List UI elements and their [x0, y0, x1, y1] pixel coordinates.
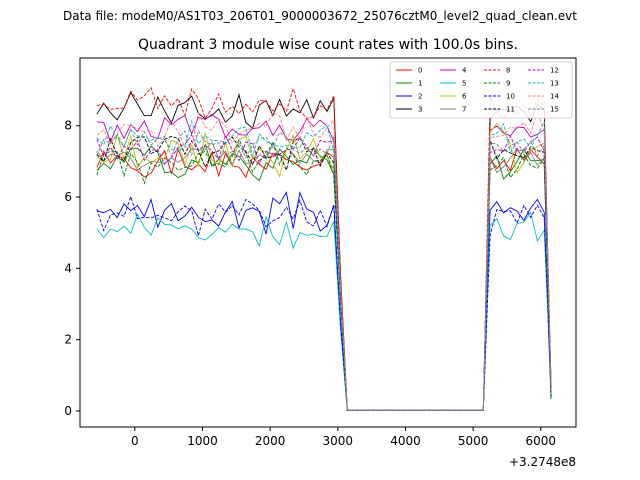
x-tick-label: 5000 [458, 434, 489, 448]
series-line-9 [96, 138, 552, 411]
legend-label-15: 15 [550, 106, 559, 114]
legend-label-5: 5 [462, 80, 466, 88]
legend-label-8: 8 [506, 67, 510, 75]
legend-label-4: 4 [462, 67, 467, 75]
series-line-7 [96, 141, 552, 411]
series-line-11 [96, 135, 552, 411]
series-line-1 [96, 143, 552, 411]
y-tick-label: 6 [64, 190, 72, 204]
chart-suptitle: Data file: modeM0/AS1T03_206T01_90000036… [63, 9, 577, 23]
legend-label-14: 14 [550, 93, 559, 101]
legend-label-0: 0 [418, 67, 422, 75]
legend-label-3: 3 [418, 106, 422, 114]
y-tick-label: 4 [64, 261, 72, 275]
x-axis-offset-text: +3.2748e8 [509, 455, 576, 469]
series-line-2 [96, 191, 552, 411]
legend-label-10: 10 [506, 93, 515, 101]
y-tick-label: 8 [64, 119, 72, 133]
x-tick-label: 0 [131, 434, 139, 448]
legend-label-9: 9 [506, 80, 510, 88]
y-tick-label: 0 [64, 404, 72, 418]
series-line-8 [96, 86, 552, 411]
legend-label-12: 12 [550, 67, 559, 75]
x-tick-label: 3000 [323, 434, 354, 448]
series-line-4 [96, 114, 552, 411]
x-tick-label: 2000 [255, 434, 286, 448]
series-line-6 [96, 122, 552, 411]
x-tick-label: 6000 [526, 434, 557, 448]
axis-ticks: 0 1000 2000 3000 4000 5000 6000 0 2 4 6 8 [64, 119, 556, 448]
legend-label-6: 6 [462, 93, 467, 101]
y-tick-label: 2 [64, 333, 72, 347]
series-line-12 [96, 133, 552, 411]
series-line-0 [96, 147, 552, 411]
legend-label-1: 1 [418, 80, 422, 88]
series-line-15 [96, 127, 552, 411]
legend-label-7: 7 [462, 106, 466, 114]
series-line-13 [96, 119, 552, 411]
series-line-10 [96, 195, 552, 411]
series-line-5 [96, 211, 552, 411]
x-tick-label: 4000 [390, 434, 421, 448]
legend-label-13: 13 [550, 80, 559, 88]
plot-area [79, 57, 577, 428]
series-layer [96, 86, 552, 411]
legend-label-11: 11 [506, 106, 515, 114]
series-line-3 [96, 91, 552, 411]
x-tick-label: 1000 [187, 434, 218, 448]
chart-title: Quadrant 3 module wise count rates with … [138, 37, 518, 53]
series-line-14 [96, 110, 552, 411]
legend-label-2: 2 [418, 93, 422, 101]
legend-box [389, 61, 573, 119]
